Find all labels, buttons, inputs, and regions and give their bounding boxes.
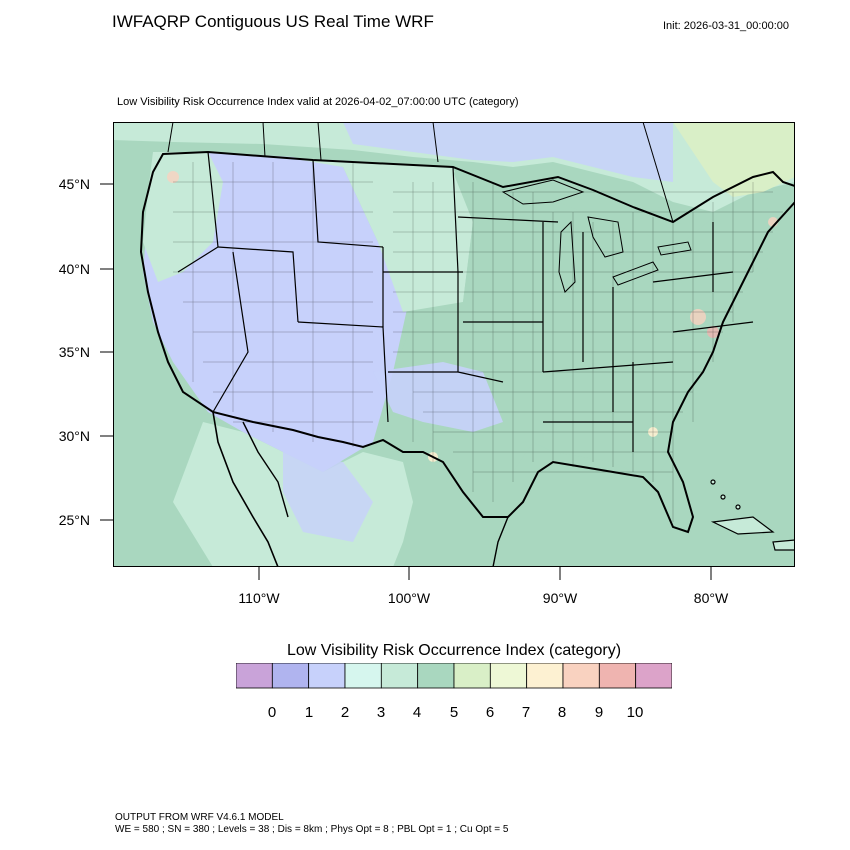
colorbar-swatch [417,663,455,689]
colorbar-swatch [380,663,419,689]
forecast-map [113,122,795,567]
us-outline [139,150,795,534]
colorbar-label: 9 [594,704,604,721]
lon-label-80w: 80°W [693,590,729,606]
colorbar-label: 6 [485,704,495,721]
plot-title: IWFAQRP Contiguous US Real Time WRF [112,12,434,31]
eastern-canada [673,122,795,197]
colorbar [236,663,672,689]
lake-erie [612,261,659,286]
colorbar-label: 2 [340,704,350,721]
mexico-coast [242,421,289,518]
lake-ontario [657,241,692,256]
colorbar-label: 7 [521,704,531,721]
lat-label-25n: 25°N [58,512,90,528]
northern-plains [283,157,473,312]
gulf-coast [492,516,509,567]
canada-blue-region [343,122,673,182]
init-time: Init: 2026-03-31_00:00:00 [663,20,789,32]
southern-plains-blue [373,362,503,432]
lat-label-45n: 45°N [58,176,90,192]
lat-ticks [100,183,113,521]
warm-patch [690,309,706,325]
colorbar-swatch [236,663,273,689]
lon-ticks [258,567,712,580]
county-grid [173,162,783,522]
colorbar-swatch [562,663,600,689]
colorbar-swatch [489,663,528,689]
model-footer-line2: WE = 580 ; SN = 380 ; Levels = 38 ; Dis … [115,824,509,835]
colorbar-label: 8 [557,704,567,721]
lat-label-40n: 40°N [58,261,90,277]
warm-patch [167,171,179,183]
colorbar-swatch [308,663,346,689]
colorbar-label: 5 [449,704,459,721]
lon-label-110w: 110°W [238,590,280,606]
baja-coast [212,411,279,567]
colorbar-swatch [271,663,310,689]
colorbar-label: 4 [412,704,422,721]
pacific-northwest [143,152,223,282]
lon-label-90w: 90°W [542,590,578,606]
colorbar-swatch [344,663,382,689]
colorbar-label: 0 [267,704,277,721]
lake-michigan [558,220,576,293]
lake-huron [587,216,624,258]
caribbean-islands [710,479,795,551]
model-footer-line1: OUTPUT FROM WRF V4.6.1 MODEL [115,812,284,823]
colorbar-swatch [453,663,491,689]
mexico-blue-patch [283,452,373,542]
colorbar-label: 10 [626,704,644,721]
colorbar-swatch [526,663,564,689]
lon-label-100w: 100°W [387,590,431,606]
map-frame [113,122,795,567]
lat-label-30n: 30°N [58,428,90,444]
lat-label-35n: 35°N [58,344,90,360]
province-boundaries [167,122,674,223]
field-subtitle: Low Visibility Risk Occurrence Index val… [117,96,519,108]
colorbar-title: Low Visibility Risk Occurrence Index (ca… [286,642,622,659]
colorbar-swatch [635,663,672,689]
colorbar-swatch [598,663,637,689]
colorbar-label: 3 [376,704,386,721]
colorbar-label: 1 [304,704,314,721]
